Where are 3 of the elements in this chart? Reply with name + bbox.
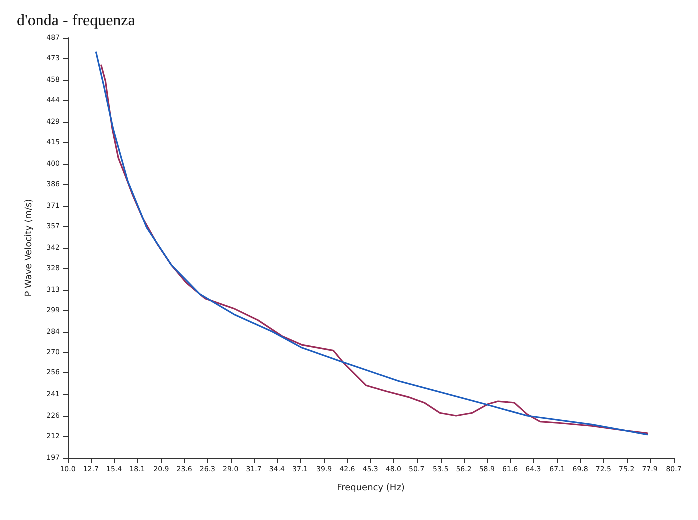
y-axis-title: P Wave Velocity (m/s) <box>24 199 34 297</box>
chart-title: d'onda - frequenza <box>17 12 136 30</box>
x-axis-title: Frequency (Hz) <box>337 484 405 494</box>
